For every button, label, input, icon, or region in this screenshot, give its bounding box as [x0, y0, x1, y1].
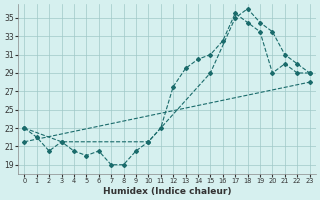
X-axis label: Humidex (Indice chaleur): Humidex (Indice chaleur) [103, 187, 231, 196]
